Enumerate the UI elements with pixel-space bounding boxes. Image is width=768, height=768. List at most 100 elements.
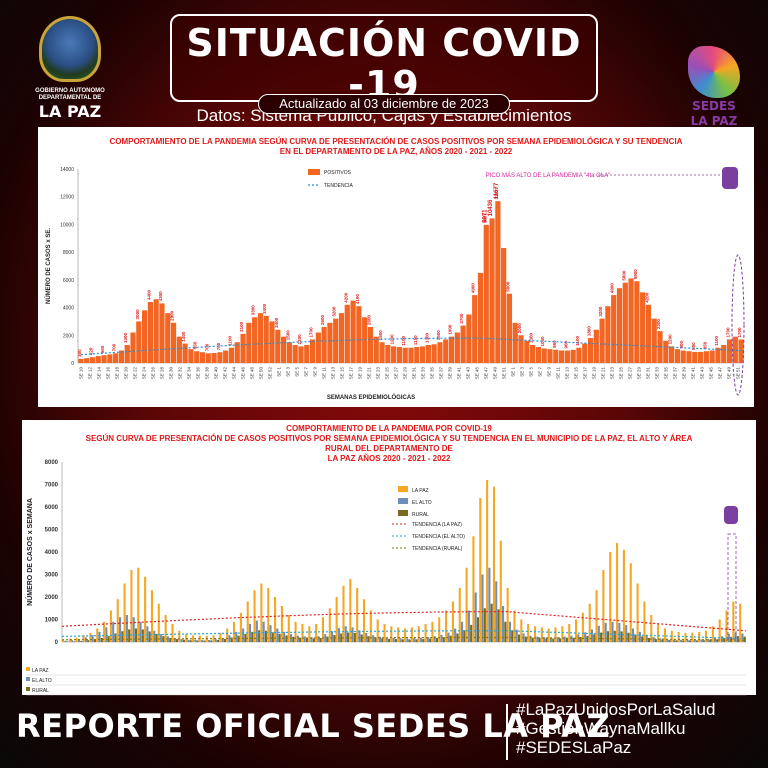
chart1-bar	[309, 339, 316, 363]
chart2-bar-2	[743, 636, 746, 642]
chart1-data-label: 4300	[158, 291, 163, 302]
chart2-table-swatch	[26, 687, 30, 691]
chart1-ylabel: NÚMERO DE CASOS x SE.	[45, 228, 52, 304]
chart2-bar-2	[271, 632, 274, 642]
chart2-bar-2	[374, 637, 377, 642]
chart1-data-label: 1800	[587, 326, 592, 337]
chart2-bar-0	[287, 615, 290, 642]
logo-name: LA PAZ	[38, 102, 102, 121]
chart1-xtick-label: SE 17	[349, 367, 354, 380]
chart1-data-label: 900	[563, 341, 568, 349]
chart2-legend-trend-label: TENDENCIA (RURAL)	[412, 546, 463, 552]
chart1-bar	[217, 352, 223, 363]
chart2-bar-1	[399, 638, 402, 642]
chart2-bar-1	[344, 626, 347, 642]
chart1-xtick-label: SE 29	[637, 367, 642, 380]
chart1-xtick-label: SE 27	[394, 367, 399, 380]
chart2-bar-1	[358, 630, 361, 642]
chart2-bar-2	[367, 636, 370, 642]
chart1-bar	[130, 332, 136, 363]
chart2-bar-0	[663, 628, 666, 642]
chart2-bar-1	[262, 621, 265, 642]
chart1-data-label: 1100	[401, 335, 406, 345]
chart2-bar-0	[89, 633, 92, 642]
chart2-bar-1	[180, 639, 183, 642]
chart2-subtitle: SEGÚN CURVA DE PRESENTACIÓN DE CASOS POS…	[85, 434, 693, 453]
chart1-highlight-ellipse	[731, 254, 745, 396]
chart1-data-label: 1050	[540, 336, 545, 347]
chart1-bar	[147, 302, 153, 363]
chart1-xtick-label: SE 33	[655, 367, 660, 380]
chart2-bar-2	[155, 633, 158, 642]
chart1-xtick-label: SE 19	[592, 367, 597, 380]
chart2-legend-trend-label: TENDENCIA (EL ALTO)	[412, 534, 465, 540]
chart2-bar-0	[575, 619, 578, 642]
chart2-bar-0	[356, 588, 359, 642]
chart2-table-swatch	[26, 677, 30, 681]
chart2-bar-0	[185, 634, 188, 642]
chart1-data-label: 1900	[448, 324, 453, 335]
chart1-bar	[628, 278, 634, 363]
chart2-bar-0	[650, 615, 653, 642]
chart2-bar-2	[148, 631, 151, 642]
chart2-bar-2	[634, 634, 637, 642]
chart2-bar-1	[84, 637, 87, 642]
chart2-bar-0	[82, 635, 85, 642]
chart2-bar-0	[383, 624, 386, 642]
chart2-bar-2	[264, 630, 267, 642]
chart2-bar-1	[720, 636, 723, 642]
chart2-bar-0	[479, 498, 482, 642]
footer-title: REPORTE OFICIAL SEDES LA PAZ	[16, 707, 611, 745]
chart2-bar-0	[239, 612, 242, 642]
chart1-bar	[425, 344, 431, 363]
chart1-bar	[558, 350, 565, 363]
chart1-bar	[275, 329, 281, 363]
chart1-xtick-label: SE 16	[106, 367, 111, 380]
chart2-bar-2	[518, 634, 521, 642]
chart2-bar-2	[449, 635, 452, 642]
chart1-xtick-label: SE 5	[529, 367, 534, 377]
chart2-bar-0	[513, 610, 516, 642]
chart2-bar-2	[114, 633, 117, 642]
chart1-xtick-label: SE 11	[556, 367, 561, 379]
chart1-bar	[199, 352, 206, 363]
chart2-bar-2	[654, 639, 657, 642]
chart2-bar-0	[171, 624, 174, 642]
sedes-name-2: LA PAZ	[690, 114, 738, 128]
chart2-bar-1	[632, 628, 635, 642]
chart2-bar-2	[442, 637, 445, 642]
chart1-legend-label-positivos: POSITIVOS	[324, 170, 352, 176]
chart2-bar-0	[732, 601, 735, 642]
chart1-xtick-label: SE 43	[700, 367, 705, 380]
chart1-bar	[263, 315, 269, 363]
chart1-data-label: 1700	[737, 327, 742, 338]
chart1-bar	[477, 272, 484, 363]
chart1-data-label: 1500	[378, 330, 383, 341]
chart1-xtick-label: SE 21	[367, 367, 372, 380]
chart1-xtick-label: SE 5	[295, 367, 300, 377]
chart2-bar-2	[251, 631, 254, 642]
chart1-ytick-label: 2000	[63, 333, 74, 339]
chart1-xtick-label: SE 25	[619, 367, 624, 380]
chart1-data-label: 5900	[633, 269, 638, 280]
hand-pointer-icon	[722, 167, 738, 189]
chart1-xtick-label: SE 39	[682, 367, 687, 380]
chart1-data-label: 2700	[459, 313, 464, 324]
chart2-bar-1	[536, 636, 539, 642]
chart1-bar	[616, 288, 623, 363]
chart2-bar-0	[684, 633, 687, 642]
chart2-bar-0	[280, 606, 283, 642]
chart1-bar	[518, 335, 524, 363]
chart2-bar-2	[552, 638, 555, 642]
chart1-bar	[182, 343, 188, 363]
chart1-bar	[634, 281, 640, 363]
chart1-xtick-label: SE 45	[475, 367, 480, 380]
chart2-bar-2	[736, 636, 739, 642]
chart2-bar-1	[187, 639, 190, 642]
chart2-bar-2	[647, 637, 651, 642]
chart1-bar	[286, 342, 292, 363]
chart2-bar-2	[627, 632, 630, 642]
chart1-data-label: 300	[77, 349, 82, 357]
chart2-legend-label: RURAL	[412, 512, 429, 518]
chart1-bar	[680, 350, 686, 363]
